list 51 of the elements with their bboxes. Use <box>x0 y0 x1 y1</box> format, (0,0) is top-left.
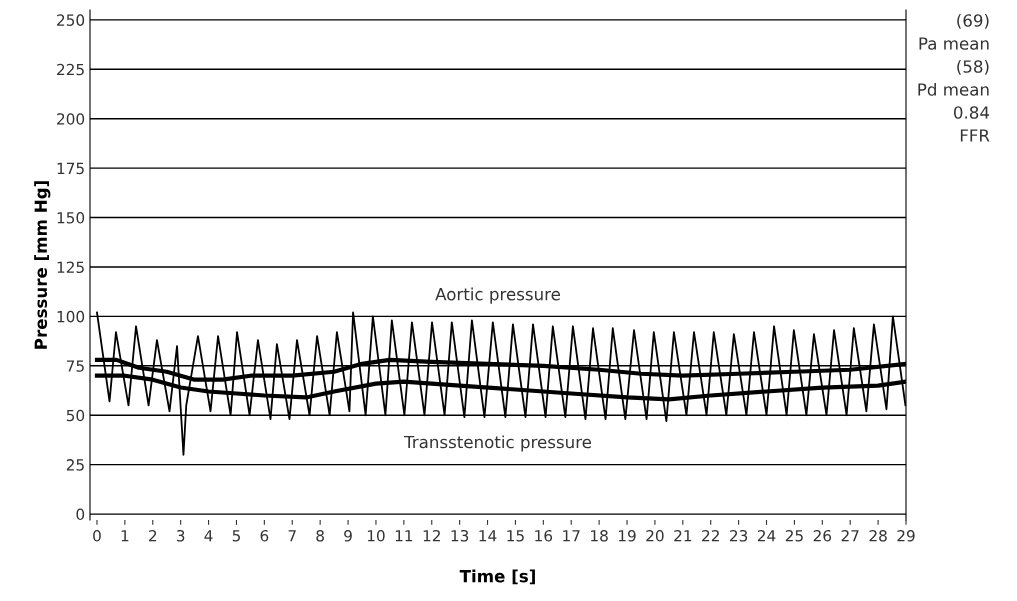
x-tick-label: 17 <box>563 530 580 542</box>
y-tick-label: 25 <box>66 459 84 471</box>
text: 0.84 <box>953 106 990 119</box>
x-tick-label: 15 <box>507 530 524 542</box>
x-tick-label: 12 <box>423 529 440 542</box>
x-tick-label: 23 <box>730 529 748 542</box>
x-tick-label: 2 <box>149 529 157 542</box>
x-tick-label: 20 <box>646 529 664 542</box>
x-tick-label: 19 <box>618 529 636 542</box>
text: FFR <box>960 129 990 142</box>
x-tick-label: 16 <box>535 529 553 542</box>
text: Pa mean <box>919 37 989 50</box>
x-tick-label: 25 <box>785 529 803 542</box>
x-tick-label: 28 <box>869 529 887 542</box>
x-tick-label: 1 <box>121 530 129 542</box>
y-tick-label: 0 <box>76 508 85 521</box>
text: Pd mean <box>918 82 989 96</box>
x-tick-label: 14 <box>479 530 497 542</box>
y-tick-label: 150 <box>57 212 85 224</box>
x-tick-label: 5 <box>232 530 240 542</box>
x-tick-label: 18 <box>591 529 608 542</box>
y-tick-label: 250 <box>57 14 85 26</box>
y-tick-label: 175 <box>57 162 84 175</box>
y-tick-label: 50 <box>66 409 85 422</box>
x-axis-title: Time [s] <box>459 569 535 585</box>
x-tick-label: 7 <box>288 530 296 542</box>
y-tick-label: 125 <box>57 261 84 273</box>
x-tick-label: 4 <box>204 530 213 542</box>
x-tick-label: 27 <box>841 529 859 542</box>
y-tick-label: 100 <box>57 310 85 323</box>
annotation: Transstenotic pressure <box>404 435 592 452</box>
y-tick-label: 75 <box>66 360 84 372</box>
x-tick-label: 9 <box>344 529 352 542</box>
x-tick-label: 22 <box>702 529 719 542</box>
x-tick-label: 24 <box>757 529 776 542</box>
x-tick-label: 10 <box>367 529 385 542</box>
x-tick-label: 13 <box>451 529 469 542</box>
x-tick-label: 8 <box>316 529 324 542</box>
x-tick-label: 0 <box>93 529 101 542</box>
x-tick-label: 3 <box>176 529 185 542</box>
x-tick-label: 21 <box>674 529 692 542</box>
x-tick-label: 11 <box>395 530 413 542</box>
y-tick-label: 225 <box>57 63 84 76</box>
x-tick-label: 26 <box>813 529 832 542</box>
y-tick-label: 200 <box>57 113 85 125</box>
annotation: Aortic pressure <box>435 287 560 304</box>
text: (58) <box>957 59 989 75</box>
x-tick-label: 6 <box>260 529 269 542</box>
x-tick-label: 29 <box>897 529 915 542</box>
y-axis-title: Pressure [mm Hg] <box>34 181 51 349</box>
text: (69) <box>957 13 989 29</box>
